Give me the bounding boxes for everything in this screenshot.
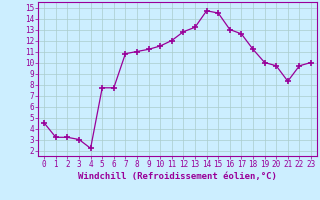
X-axis label: Windchill (Refroidissement éolien,°C): Windchill (Refroidissement éolien,°C) xyxy=(78,172,277,181)
